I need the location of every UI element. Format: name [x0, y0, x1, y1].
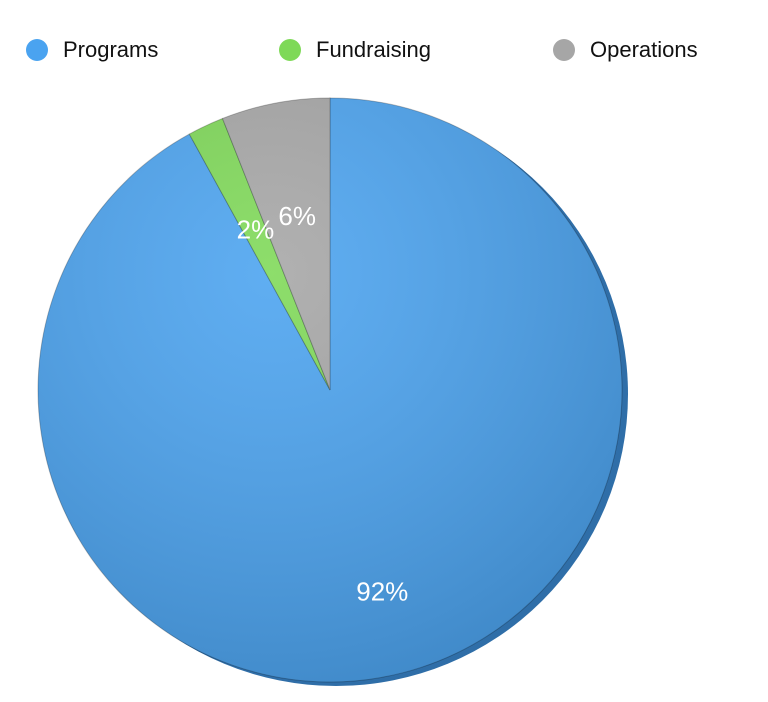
legend-text: Operations [590, 37, 698, 62]
value-label: 2% [237, 214, 275, 244]
legend-item: Operations [553, 37, 698, 62]
value-label: 92% [356, 577, 408, 607]
legend-item: Programs [26, 37, 158, 62]
value-label: 6% [278, 201, 316, 231]
legend-text: Fundraising [316, 37, 431, 62]
legend-text: Programs [63, 37, 158, 62]
legend-swatch [553, 39, 575, 61]
legend-swatch [279, 39, 301, 61]
legend-item: Fundraising [279, 37, 431, 62]
legend-swatch [26, 39, 48, 61]
